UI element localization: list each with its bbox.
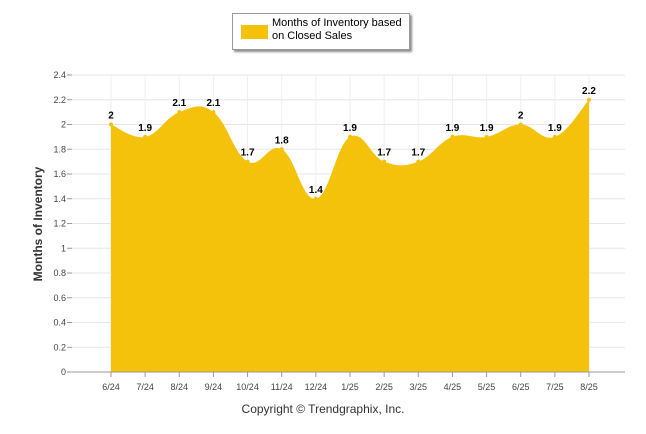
- data-point: [552, 134, 557, 139]
- data-label: 1.7: [377, 148, 391, 159]
- area-series: [111, 99, 589, 372]
- legend-label: Months of Inventory based on Closed Sale…: [272, 17, 402, 42]
- x-tick-label: 6/25: [512, 382, 530, 392]
- axes: 0 0.2 0.4 0.6 0.8 1 1.2 1.4 1.6 1.8 2 2.2 2.4 6/24 7/2…: [53, 70, 625, 392]
- copyright-text: Copyright © Trendgraphix, Inc.: [241, 402, 405, 416]
- x-tick-label: 11/24: [271, 382, 293, 392]
- y-tick-label: 2.4: [53, 70, 66, 80]
- data-label: 2: [108, 111, 114, 122]
- x-tick-label: 9/24: [205, 382, 223, 392]
- data-label: 1.8: [275, 135, 289, 146]
- legend-swatch: [241, 25, 268, 39]
- data-point: [143, 134, 148, 139]
- data-label: 1.7: [241, 148, 255, 159]
- x-tick-label: 10/24: [236, 382, 259, 392]
- area-layer: [111, 99, 589, 372]
- x-tick-label: 1/25: [341, 382, 359, 392]
- data-point: [587, 97, 591, 102]
- x-tick-label: 7/25: [546, 382, 564, 392]
- x-tick-label: 8/24: [171, 382, 189, 392]
- data-point: [279, 147, 284, 152]
- data-point: [382, 159, 387, 164]
- data-point: [211, 110, 216, 115]
- y-tick-label: 1.4: [53, 194, 66, 204]
- legend: Months of Inventory based on Closed Sale…: [232, 13, 410, 50]
- data-label: 1.9: [445, 123, 459, 134]
- x-tick-label: 2/25: [375, 382, 393, 392]
- y-tick-label: 0.2: [53, 342, 66, 352]
- data-label: 2.2: [582, 86, 596, 97]
- data-label: 2: [518, 111, 524, 122]
- data-label: 1.9: [548, 123, 562, 134]
- data-label: 1.9: [138, 123, 152, 134]
- data-point: [177, 110, 182, 115]
- y-tick-label: 1: [61, 243, 66, 253]
- x-tick-label: 5/25: [478, 382, 496, 392]
- y-tick-label: 1.2: [53, 219, 66, 229]
- y-tick-label: 2.2: [53, 95, 66, 105]
- data-point: [348, 134, 352, 139]
- x-tick-label: 4/25: [444, 382, 462, 392]
- y-tick-label: 1.6: [53, 169, 66, 179]
- data-label: 2.1: [206, 98, 220, 109]
- y-tick-label: 0.6: [53, 293, 66, 303]
- data-point: [109, 122, 113, 127]
- x-tick-label: 3/25: [410, 382, 428, 392]
- data-point: [245, 159, 250, 164]
- data-labels: 2 1.9 2.1 2.1 1.7 1.8 1.4 1.9 1.7 1.7 1.9 1.9 2 1.9 2.…: [108, 86, 596, 201]
- data-point: [313, 196, 318, 201]
- data-point: [484, 134, 489, 139]
- data-label: 2.1: [172, 98, 186, 109]
- x-tick-label: 7/24: [136, 382, 154, 392]
- x-tick-label: 12/24: [305, 382, 328, 392]
- x-tick-label: 6/24: [102, 382, 120, 392]
- data-label: 1.9: [480, 123, 494, 134]
- data-point: [450, 134, 455, 139]
- data-point: [518, 122, 523, 127]
- data-label: 1.7: [411, 148, 425, 159]
- x-tick-label: 8/25: [580, 382, 598, 392]
- data-label: 1.9: [343, 123, 357, 134]
- y-tick-label: 2: [61, 120, 66, 130]
- y-axis-title: Months of Inventory: [31, 166, 45, 281]
- data-point: [416, 159, 421, 164]
- y-tick-label: 0: [61, 367, 66, 377]
- data-label: 1.4: [309, 185, 323, 196]
- y-tick-label: 0.8: [53, 268, 66, 278]
- y-tick-label: 1.8: [53, 144, 66, 154]
- y-tick-label: 0.4: [53, 318, 66, 328]
